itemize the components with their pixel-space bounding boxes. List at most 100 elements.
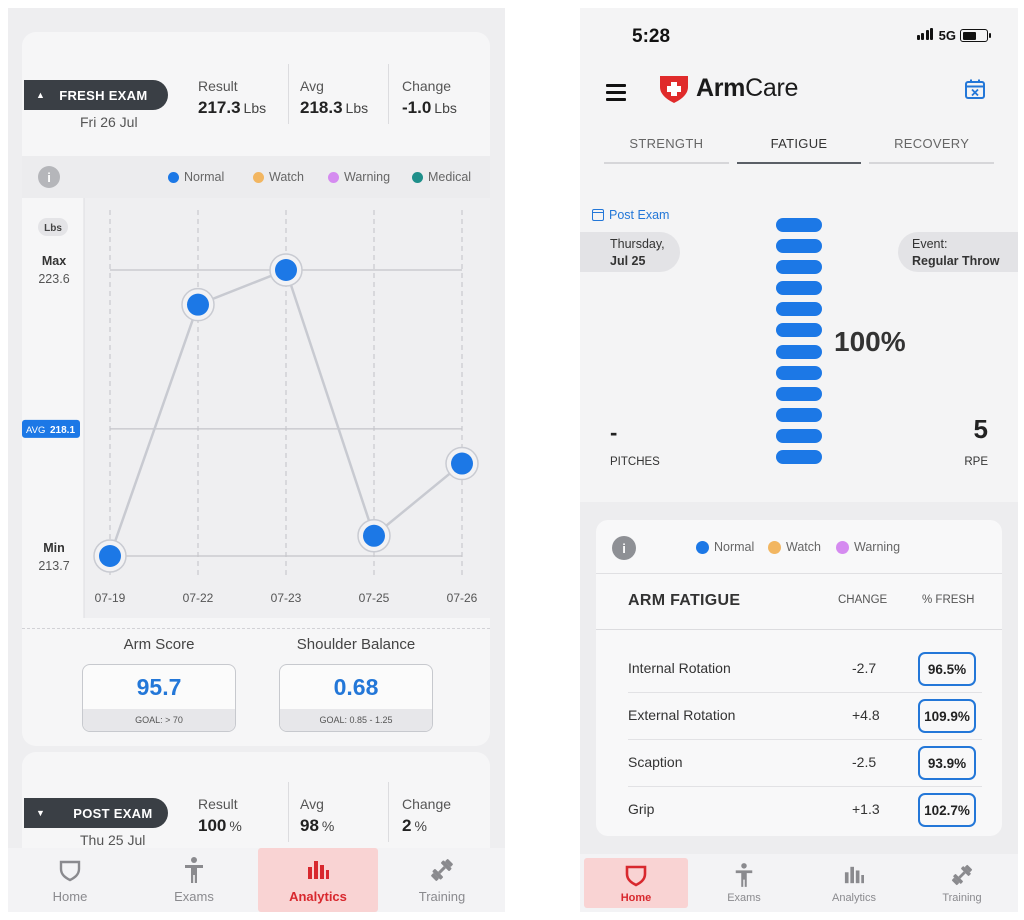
- arm-fatigue-card: i Normal Watch Warning ARM FATIGUE CHANG…: [596, 520, 1002, 836]
- nav-home[interactable]: Home: [8, 848, 132, 912]
- arm-score-title: Arm Score: [123, 636, 195, 653]
- avg-tag-value: 218.1: [50, 425, 75, 436]
- fresh-result-stat: Result 217.3 Lbs: [198, 78, 266, 118]
- nav-label: Exams: [727, 892, 761, 904]
- stat-value: -1.0: [402, 98, 432, 117]
- status-bar: 5G: [916, 28, 991, 43]
- post-change-stat: Change 2%: [402, 796, 451, 836]
- exam-date-pill: Thursday, Jul 25: [580, 232, 680, 272]
- home-screen: 5:28 5G ArmCare STRENGTH FATIGUE RECOVER: [580, 8, 1018, 912]
- legend-label: Normal: [714, 540, 755, 554]
- nav-training[interactable]: Training: [380, 848, 504, 912]
- post-exam-link-label: Post Exam: [609, 208, 670, 222]
- nav-analytics[interactable]: Analytics: [258, 848, 378, 912]
- stat-label: Avg: [300, 78, 324, 94]
- legend-normal: Normal: [696, 540, 754, 554]
- divider: [596, 629, 1002, 630]
- table-row[interactable]: External Rotation +4.8 109.9%: [628, 693, 982, 740]
- fatigue-meter: [776, 218, 822, 471]
- metric-change: +4.8: [852, 707, 880, 723]
- meter-segment: [776, 302, 822, 317]
- meter-segment: [776, 386, 822, 401]
- nav-exams[interactable]: Exams: [692, 858, 796, 908]
- y-min-label: Min: [43, 541, 65, 555]
- legend-label: Warning: [854, 540, 901, 554]
- status-legend: i Normal Watch Warning: [596, 520, 1002, 574]
- shield-icon: [57, 857, 83, 883]
- meter-segment: [776, 239, 822, 254]
- data-point: [451, 452, 473, 475]
- shield-icon: [623, 862, 649, 888]
- nav-label: Training: [942, 892, 982, 904]
- fresh-change-stat: Change -1.0 Lbs: [402, 78, 457, 118]
- tab-strength[interactable]: STRENGTH: [604, 130, 729, 164]
- legend-watch: Watch: [253, 170, 304, 184]
- meter-segment: [776, 260, 822, 275]
- x-tick-label: 07-26: [447, 591, 478, 605]
- post-exam-toggle[interactable]: ▼ POST EXAM: [24, 798, 168, 828]
- post-exam-link[interactable]: Post Exam: [592, 208, 669, 222]
- stat-label: Change: [402, 78, 452, 94]
- stat-unit: %: [229, 818, 242, 834]
- nav-home[interactable]: Home: [584, 858, 688, 908]
- person-icon: [731, 862, 757, 888]
- menu-icon[interactable]: [606, 84, 626, 105]
- y-max-label: Max: [42, 254, 66, 268]
- event-pill: Event: Regular Throw: [898, 232, 1018, 272]
- info-icon[interactable]: i: [38, 166, 60, 188]
- metric-change: +1.3: [852, 801, 880, 817]
- divider: [288, 64, 289, 124]
- signal-icon: [916, 28, 935, 43]
- stat-unit: Lbs: [434, 100, 457, 116]
- arm-score-goal: GOAL: > 70: [83, 709, 235, 731]
- legend-dot: [696, 540, 709, 554]
- divider: [288, 782, 289, 842]
- info-icon[interactable]: i: [612, 536, 636, 560]
- stat-unit: %: [414, 818, 427, 834]
- table-row[interactable]: Scaption -2.5 93.9%: [628, 740, 982, 787]
- data-point: [275, 259, 297, 281]
- arm-score-value: 95.7: [136, 673, 182, 700]
- stat-label: Avg: [300, 796, 324, 812]
- unit-badge: [38, 218, 68, 236]
- nav-label: Analytics: [831, 892, 877, 904]
- nav-training[interactable]: Training: [910, 858, 1014, 908]
- nav-exams[interactable]: Exams: [132, 848, 256, 912]
- stat-label: Result: [198, 796, 238, 812]
- tab-recovery[interactable]: RECOVERY: [869, 130, 995, 164]
- metric-name: Grip: [628, 801, 655, 817]
- legend-warning: Warning: [836, 540, 900, 554]
- legend-dot: [253, 171, 264, 183]
- metric-name: Internal Rotation: [628, 660, 731, 676]
- avg-tag-label: AVG: [26, 425, 45, 436]
- brand-part2: Care: [745, 73, 799, 102]
- calendar-icon[interactable]: [964, 78, 986, 100]
- legend-dot: [168, 171, 179, 183]
- fresh-exam-toggle[interactable]: ▲ FRESH EXAM: [24, 80, 168, 110]
- stat-unit: Lbs: [243, 100, 267, 116]
- shoulder-balance-box[interactable]: 0.68 GOAL: 0.85 - 1.25: [279, 664, 433, 732]
- fresh-avg-stat: Avg 218.3 Lbs: [300, 78, 368, 118]
- table-row[interactable]: Grip +1.3 102.7%: [628, 787, 982, 834]
- dumbbell-icon: [949, 862, 975, 888]
- stat-value: 100: [198, 816, 227, 835]
- status-time: 5:28: [632, 26, 671, 47]
- x-tick-label: 07-22: [183, 591, 214, 605]
- legend-label: Normal: [184, 170, 225, 184]
- x-tick-label: 07-25: [359, 591, 390, 605]
- tab-fatigue[interactable]: FATIGUE: [736, 130, 862, 164]
- shield-logo-icon: [660, 76, 688, 103]
- meter-segment: [776, 428, 822, 443]
- divider: [388, 782, 389, 842]
- nav-label: Analytics: [289, 888, 347, 904]
- nav-analytics[interactable]: Analytics: [802, 858, 906, 908]
- meter-segment: [776, 450, 822, 465]
- metric-fresh-badge: 109.9%: [918, 699, 976, 733]
- divider: [388, 64, 389, 124]
- arm-score-box[interactable]: 95.7 GOAL: > 70: [82, 664, 236, 732]
- table-row[interactable]: Internal Rotation -2.7 96.5%: [628, 646, 982, 693]
- legend-watch: Watch: [768, 540, 821, 554]
- caret-up-icon: ▲: [36, 90, 46, 100]
- date-day: Jul 25: [610, 254, 646, 268]
- data-point: [363, 524, 385, 547]
